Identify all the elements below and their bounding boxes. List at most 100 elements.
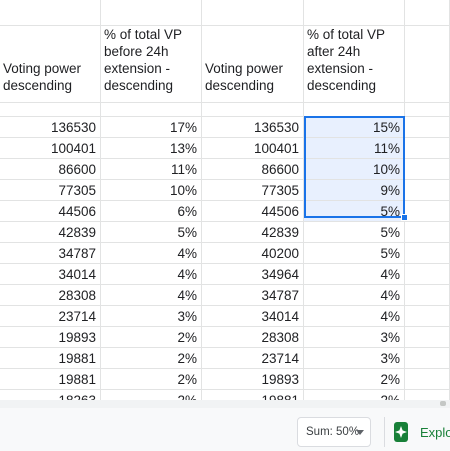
cell[interactable]: 2% [101, 369, 202, 390]
sum-label: Sum: 50% [306, 426, 360, 438]
cell[interactable]: 9% [304, 180, 405, 201]
cell[interactable]: 11% [101, 159, 202, 180]
table-row: 19893 2% 28308 3% [0, 327, 450, 348]
cell[interactable]: 23714 [0, 306, 101, 327]
cell[interactable] [405, 243, 450, 264]
cell[interactable] [405, 159, 450, 180]
header-cell-pct-before[interactable]: % of total VP before 24h extension - des… [101, 26, 202, 103]
cell[interactable]: 19881 [202, 390, 304, 400]
cell[interactable]: 44506 [0, 201, 101, 222]
table-row: 34787 4% 40200 5% [0, 243, 450, 264]
cell[interactable]: 3% [304, 327, 405, 348]
cell[interactable]: 44506 [202, 201, 304, 222]
cell[interactable]: 23714 [202, 348, 304, 369]
header-cell-voting-power-2[interactable]: Voting power descending [202, 26, 304, 103]
cell[interactable]: 5% [101, 222, 202, 243]
cell[interactable] [101, 0, 202, 26]
header-cell-voting-power-1[interactable]: Voting power descending [0, 26, 101, 103]
cell[interactable]: 28308 [202, 327, 304, 348]
cell[interactable]: 86600 [202, 159, 304, 180]
cell[interactable]: 100401 [202, 138, 304, 159]
cell[interactable]: 34787 [0, 243, 101, 264]
cell[interactable] [405, 26, 450, 103]
header-text: Voting power descending [3, 61, 82, 93]
explore-button[interactable]: Explore [394, 417, 450, 447]
cell[interactable]: 2% [101, 348, 202, 369]
cell[interactable]: 34014 [0, 264, 101, 285]
cell[interactable]: 77305 [202, 180, 304, 201]
cell[interactable]: 17% [101, 117, 202, 138]
cell[interactable] [405, 390, 450, 400]
cell[interactable] [405, 348, 450, 369]
cell[interactable] [304, 0, 405, 26]
cell[interactable]: 6% [101, 201, 202, 222]
cell[interactable]: 2% [101, 327, 202, 348]
cell[interactable]: 18263 [0, 390, 101, 400]
cell[interactable] [0, 0, 101, 26]
cell[interactable]: 4% [101, 243, 202, 264]
cell[interactable]: 42839 [202, 222, 304, 243]
cell[interactable] [101, 103, 202, 117]
table-row: 44506 6% 44506 5% [0, 201, 450, 222]
cell[interactable] [0, 103, 101, 117]
cell[interactable]: 19893 [0, 327, 101, 348]
cell[interactable]: 2% [101, 390, 202, 400]
fill-handle[interactable] [401, 214, 408, 221]
cell[interactable] [405, 306, 450, 327]
cell[interactable]: 10% [304, 159, 405, 180]
cell[interactable] [405, 369, 450, 390]
cell[interactable]: 4% [101, 285, 202, 306]
cell[interactable]: 86600 [0, 159, 101, 180]
cell[interactable]: 4% [304, 285, 405, 306]
cell[interactable]: 77305 [0, 180, 101, 201]
cell[interactable] [405, 180, 450, 201]
sum-dropdown[interactable]: Sum: 50% [297, 417, 371, 447]
cell[interactable] [405, 103, 450, 117]
cell[interactable]: 19881 [0, 348, 101, 369]
cell[interactable]: 136530 [0, 117, 101, 138]
cell[interactable]: 4% [101, 264, 202, 285]
cell[interactable]: 34787 [202, 285, 304, 306]
cell[interactable] [202, 0, 304, 26]
cell[interactable]: 4% [304, 306, 405, 327]
cell[interactable] [405, 327, 450, 348]
cell[interactable]: 136530 [202, 117, 304, 138]
cell[interactable]: 19893 [202, 369, 304, 390]
cell[interactable]: 28308 [0, 285, 101, 306]
cell[interactable]: 4% [304, 264, 405, 285]
cell[interactable]: 5% [304, 201, 405, 222]
cell[interactable] [405, 222, 450, 243]
cell[interactable]: 19881 [0, 369, 101, 390]
cell[interactable]: 11% [304, 138, 405, 159]
header-text: Voting power descending [205, 61, 284, 93]
cell[interactable]: 5% [304, 222, 405, 243]
cell[interactable]: 3% [304, 348, 405, 369]
cell[interactable]: 2% [304, 369, 405, 390]
cell[interactable]: 2% [304, 390, 405, 400]
cell[interactable]: 40200 [202, 243, 304, 264]
cell[interactable] [202, 103, 304, 117]
table-row [0, 103, 450, 117]
table-row: 136530 17% 136530 15% [0, 117, 450, 138]
cell[interactable]: 100401 [0, 138, 101, 159]
cell[interactable]: 13% [101, 138, 202, 159]
scrollbar-thumb[interactable] [440, 401, 446, 406]
cell[interactable] [304, 103, 405, 117]
cell[interactable]: 42839 [0, 222, 101, 243]
header-cell-pct-after[interactable]: % of total VP after 24h extension - desc… [304, 26, 405, 103]
table-row: 77305 10% 77305 9% [0, 180, 450, 201]
horizontal-scrollbar[interactable] [0, 400, 450, 408]
cell[interactable] [405, 201, 450, 222]
cell[interactable] [405, 138, 450, 159]
cell[interactable] [405, 117, 450, 138]
table-row: 86600 11% 86600 10% [0, 159, 450, 180]
cell[interactable]: 3% [101, 306, 202, 327]
cell[interactable] [405, 0, 450, 26]
cell[interactable]: 15% [304, 117, 405, 138]
cell[interactable]: 34014 [202, 306, 304, 327]
cell[interactable] [405, 285, 450, 306]
cell[interactable]: 5% [304, 243, 405, 264]
cell[interactable]: 34964 [202, 264, 304, 285]
cell[interactable] [405, 264, 450, 285]
cell[interactable]: 10% [101, 180, 202, 201]
